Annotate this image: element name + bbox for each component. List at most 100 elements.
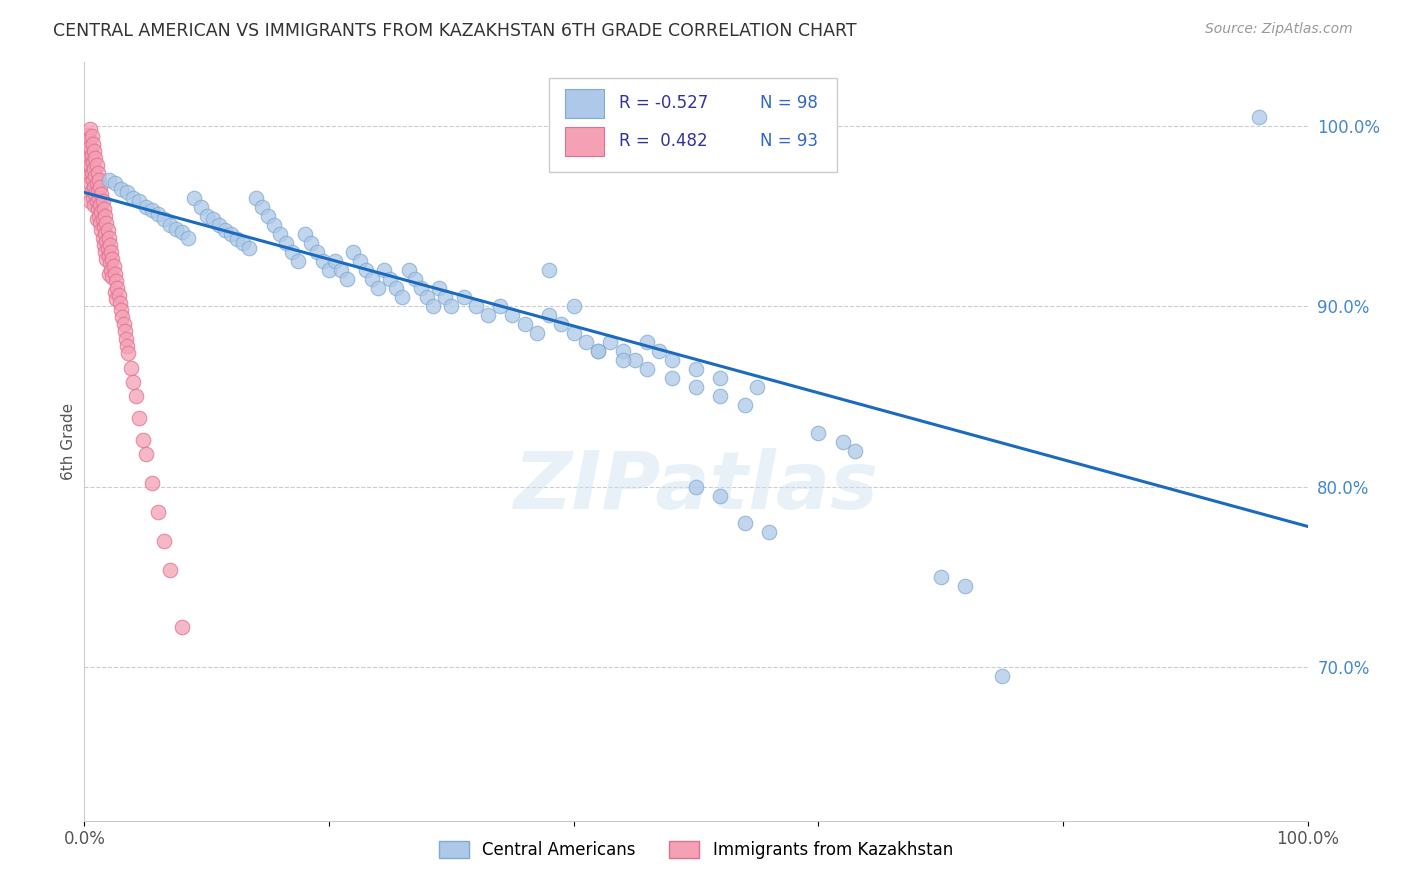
- Point: [96, 234, 118, 248]
- Point: [79, 194, 101, 209]
- Point: [89, 180, 111, 194]
- Point: [93, 219, 115, 234]
- Point: [94, 244, 117, 259]
- Point: [342, 244, 364, 259]
- Point: [87, 191, 110, 205]
- Point: [208, 218, 231, 232]
- Point: [86, 158, 108, 172]
- Point: [489, 299, 512, 313]
- Point: [434, 290, 457, 304]
- Legend: Central Americans, Immigrants from Kazakhstan: Central Americans, Immigrants from Kazak…: [433, 834, 959, 865]
- Point: [91, 230, 114, 244]
- Text: R =  0.482: R = 0.482: [619, 131, 707, 150]
- Point: [190, 200, 212, 214]
- Point: [84, 187, 107, 202]
- Point: [94, 209, 117, 223]
- Point: [685, 380, 707, 394]
- Point: [153, 212, 176, 227]
- Point: [128, 411, 150, 425]
- Point: [612, 353, 634, 368]
- Text: R = -0.527: R = -0.527: [619, 94, 709, 112]
- Text: Source: ZipAtlas.com: Source: ZipAtlas.com: [1205, 22, 1353, 37]
- Point: [82, 154, 104, 169]
- Point: [97, 223, 120, 237]
- Point: [87, 202, 110, 216]
- Text: N = 93: N = 93: [759, 131, 817, 150]
- Point: [336, 272, 359, 286]
- Point: [612, 344, 634, 359]
- Point: [80, 165, 103, 179]
- FancyBboxPatch shape: [550, 78, 837, 172]
- Point: [141, 203, 163, 218]
- Point: [115, 186, 138, 200]
- Point: [453, 290, 475, 304]
- Point: [226, 232, 249, 246]
- Point: [77, 128, 100, 142]
- Point: [734, 516, 756, 530]
- Point: [77, 163, 100, 178]
- Point: [135, 447, 157, 461]
- Point: [758, 524, 780, 539]
- Point: [89, 198, 111, 212]
- Point: [281, 244, 304, 259]
- Point: [844, 443, 866, 458]
- Point: [141, 476, 163, 491]
- Point: [86, 212, 108, 227]
- Point: [90, 187, 112, 202]
- Point: [416, 290, 439, 304]
- Point: [709, 489, 731, 503]
- Point: [287, 254, 309, 268]
- Point: [422, 299, 444, 313]
- Point: [82, 191, 104, 205]
- Point: [159, 218, 181, 232]
- Point: [219, 227, 242, 241]
- Point: [104, 267, 127, 281]
- Point: [385, 281, 408, 295]
- Point: [661, 371, 683, 385]
- Point: [380, 272, 402, 286]
- Point: [599, 335, 621, 350]
- Point: [305, 244, 328, 259]
- Point: [624, 353, 647, 368]
- Point: [132, 433, 155, 447]
- Point: [172, 620, 194, 634]
- Point: [120, 360, 142, 375]
- Point: [103, 260, 125, 274]
- Point: [391, 290, 413, 304]
- Point: [360, 272, 382, 286]
- Point: [685, 480, 707, 494]
- Point: [97, 267, 120, 281]
- Point: [105, 292, 128, 306]
- Point: [276, 235, 298, 250]
- Point: [953, 579, 976, 593]
- Point: [104, 177, 127, 191]
- Point: [96, 216, 118, 230]
- Text: N = 98: N = 98: [759, 94, 817, 112]
- Point: [636, 362, 658, 376]
- Point: [79, 140, 101, 154]
- Point: [115, 339, 138, 353]
- Point: [257, 209, 280, 223]
- Point: [562, 326, 585, 341]
- Point: [80, 129, 103, 144]
- Point: [354, 263, 377, 277]
- Point: [87, 165, 110, 179]
- Point: [83, 180, 105, 194]
- Point: [97, 241, 120, 255]
- Point: [586, 344, 609, 359]
- Point: [114, 325, 136, 339]
- Point: [146, 207, 169, 221]
- Point: [93, 237, 115, 252]
- Point: [526, 326, 548, 341]
- Point: [76, 154, 98, 169]
- Point: [312, 254, 335, 268]
- Point: [125, 389, 148, 403]
- Point: [101, 270, 124, 285]
- Point: [93, 202, 115, 216]
- Point: [80, 147, 103, 161]
- Point: [464, 299, 486, 313]
- Point: [79, 158, 101, 172]
- Point: [269, 227, 291, 241]
- Bar: [565, 89, 605, 118]
- Y-axis label: 6th Grade: 6th Grade: [60, 403, 76, 480]
